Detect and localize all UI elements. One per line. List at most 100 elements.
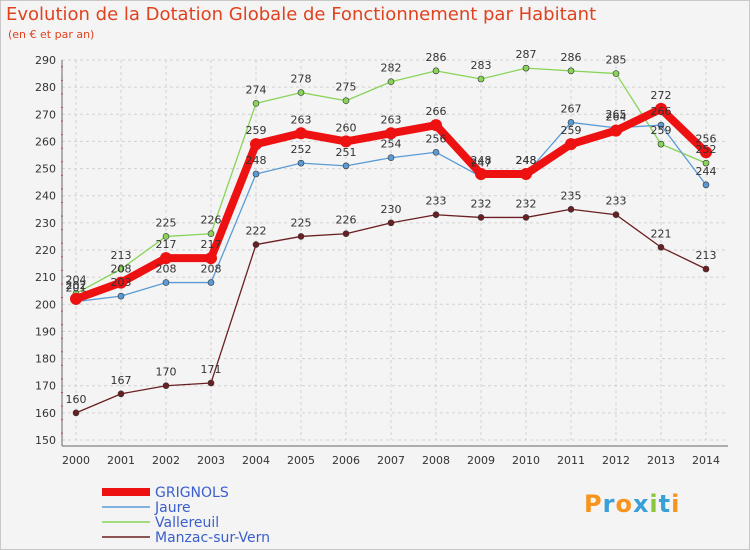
data-label-vallereuil: 226 [201, 214, 222, 227]
data-point-vallereuil [162, 233, 170, 240]
data-label-vallereuil: 213 [111, 249, 132, 262]
data-label-vallereuil: 286 [561, 51, 582, 64]
y-tick-label: 290 [35, 54, 56, 67]
y-tick-label: 280 [35, 81, 56, 94]
data-label-grignols: 208 [111, 263, 132, 276]
data-point-jaure [117, 292, 125, 300]
y-tick-label: 180 [35, 353, 56, 366]
data-point-vallereuil [297, 89, 305, 96]
y-tick-label: 160 [35, 407, 56, 420]
data-point-grignols [205, 252, 217, 265]
data-point-manzac-sur-vern [117, 390, 125, 398]
data-point-vallereuil [477, 75, 485, 83]
x-tick-label: 2013 [647, 454, 675, 467]
x-tick-label: 2012 [602, 454, 630, 467]
data-point-grignols [655, 102, 667, 115]
logo-letter: i [671, 490, 681, 518]
data-label-jaure: 247 [471, 157, 492, 170]
data-label-vallereuil: 286 [426, 51, 447, 64]
data-label-manzac-sur-vern: 233 [606, 195, 627, 208]
data-label-grignols: 263 [291, 113, 312, 126]
data-label-grignols: 264 [606, 111, 627, 124]
y-tick-label: 220 [35, 244, 56, 257]
data-point-jaure [432, 148, 440, 156]
logo-letter: i [649, 490, 659, 518]
data-point-jaure [387, 154, 395, 162]
data-label-manzac-sur-vern: 213 [696, 249, 717, 262]
data-label-jaure: 208 [201, 263, 222, 276]
y-tick-label: 190 [35, 325, 56, 338]
data-point-manzac-sur-vern [162, 382, 170, 390]
data-point-manzac-sur-vern [342, 230, 350, 238]
data-point-manzac-sur-vern [252, 241, 260, 248]
data-point-vallereuil [207, 230, 215, 238]
legend-label-jaure: Jaure [154, 500, 191, 516]
x-tick-label: 2005 [287, 454, 315, 467]
y-tick-label: 260 [35, 135, 56, 148]
data-label-vallereuil: 204 [66, 273, 87, 286]
data-label-vallereuil: 275 [336, 81, 357, 94]
data-label-grignols: 260 [336, 121, 357, 134]
data-label-grignols: 259 [561, 124, 582, 137]
y-tick-label: 250 [35, 163, 56, 176]
legend-label-vallereuil: Vallereuil [155, 515, 219, 531]
y-tick-label: 230 [35, 217, 56, 230]
data-point-manzac-sur-vern [567, 205, 575, 213]
x-tick-label: 2011 [557, 454, 585, 467]
data-label-grignols: 217 [201, 238, 222, 251]
y-tick-label: 240 [35, 190, 56, 203]
data-point-grignols [250, 138, 262, 151]
data-point-manzac-sur-vern [612, 211, 620, 219]
chart-subtitle: (en € et par an) [8, 28, 95, 41]
y-tick-label: 150 [35, 434, 56, 447]
data-point-manzac-sur-vern [207, 379, 215, 387]
data-point-manzac-sur-vern [297, 233, 305, 240]
data-label-grignols: 266 [426, 105, 447, 118]
data-label-vallereuil: 282 [381, 62, 402, 75]
data-point-jaure [252, 170, 260, 178]
x-tick-label: 2008 [422, 454, 450, 467]
data-point-jaure [567, 119, 575, 126]
data-label-vallereuil: 252 [696, 143, 717, 156]
data-label-manzac-sur-vern: 230 [381, 203, 402, 216]
data-label-jaure: 248 [516, 154, 537, 167]
data-point-jaure [297, 159, 305, 167]
logo-letter: x [632, 490, 650, 518]
x-tick-label: 2007 [377, 454, 405, 467]
data-point-vallereuil [432, 67, 440, 75]
data-label-jaure: 201 [66, 282, 87, 295]
data-point-vallereuil [342, 97, 350, 105]
data-point-manzac-sur-vern [702, 265, 710, 273]
data-label-vallereuil: 274 [246, 83, 267, 96]
y-tick-label: 200 [35, 298, 56, 311]
data-label-manzac-sur-vern: 233 [426, 195, 447, 208]
proxiti-logo: Proxiti [584, 490, 680, 518]
data-point-grignols [565, 138, 577, 151]
data-label-manzac-sur-vern: 221 [651, 227, 672, 240]
logo-letter: r [602, 490, 616, 518]
data-point-grignols [475, 168, 487, 180]
data-point-grignols [430, 119, 442, 132]
data-point-vallereuil [612, 70, 620, 77]
data-label-jaure: 203 [111, 276, 132, 289]
logo-letter: o [615, 490, 633, 518]
data-point-grignols [295, 127, 307, 140]
data-point-vallereuil [657, 140, 665, 148]
data-point-grignols [610, 124, 622, 137]
data-label-manzac-sur-vern: 235 [561, 189, 582, 202]
data-label-manzac-sur-vern: 232 [471, 197, 492, 210]
data-label-manzac-sur-vern: 170 [156, 366, 177, 379]
data-label-jaure: 254 [381, 138, 402, 151]
data-label-vallereuil: 278 [291, 73, 312, 86]
data-point-grignols [70, 292, 82, 305]
data-point-manzac-sur-vern [477, 214, 485, 221]
data-label-vallereuil: 287 [516, 48, 537, 61]
data-point-jaure [162, 279, 170, 286]
logo-letter: t [658, 490, 672, 518]
data-point-grignols [160, 252, 172, 265]
data-label-jaure: 265 [606, 108, 627, 121]
x-tick-label: 2009 [467, 454, 495, 467]
data-label-jaure: 266 [651, 105, 672, 118]
data-label-vallereuil: 283 [471, 59, 492, 72]
